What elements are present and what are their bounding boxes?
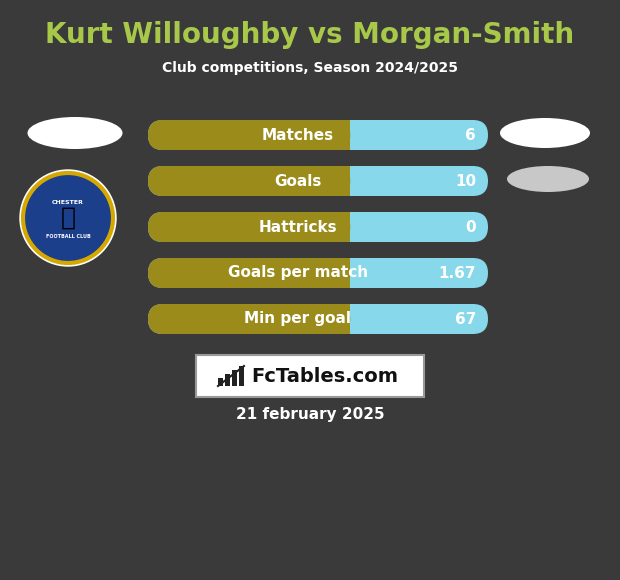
Bar (334, 304, 350, 334)
Text: 6: 6 (465, 128, 476, 143)
Ellipse shape (500, 118, 590, 148)
Bar (239, 366, 244, 386)
Ellipse shape (27, 117, 123, 149)
Bar (334, 258, 350, 288)
Circle shape (23, 173, 113, 263)
Text: 10: 10 (455, 173, 476, 188)
Text: Goals per match: Goals per match (228, 266, 368, 281)
FancyBboxPatch shape (148, 120, 350, 150)
Ellipse shape (507, 166, 589, 192)
Text: 1.67: 1.67 (438, 266, 476, 281)
Text: 0: 0 (466, 219, 476, 234)
FancyBboxPatch shape (148, 120, 488, 150)
Text: Kurt Willoughby vs Morgan-Smith: Kurt Willoughby vs Morgan-Smith (45, 21, 575, 49)
FancyBboxPatch shape (196, 355, 424, 397)
Text: FcTables.com: FcTables.com (252, 367, 399, 386)
Text: Min per goal: Min per goal (244, 311, 352, 327)
Text: Matches: Matches (262, 128, 334, 143)
FancyBboxPatch shape (148, 212, 350, 242)
FancyBboxPatch shape (148, 258, 488, 288)
Bar (334, 166, 350, 196)
Circle shape (20, 170, 116, 266)
FancyBboxPatch shape (148, 166, 350, 196)
FancyBboxPatch shape (148, 212, 488, 242)
Text: 67: 67 (454, 311, 476, 327)
Bar (334, 120, 350, 150)
Bar (334, 212, 350, 242)
Text: 21 february 2025: 21 february 2025 (236, 408, 384, 422)
Bar (218, 378, 223, 386)
FancyBboxPatch shape (148, 258, 350, 288)
Bar (225, 374, 230, 386)
Text: Goals: Goals (274, 173, 322, 188)
FancyBboxPatch shape (148, 304, 350, 334)
Text: Club competitions, Season 2024/2025: Club competitions, Season 2024/2025 (162, 61, 458, 75)
Text: Hattricks: Hattricks (259, 219, 337, 234)
Text: 🦁: 🦁 (61, 206, 76, 230)
Bar (232, 370, 237, 386)
FancyBboxPatch shape (148, 166, 488, 196)
Text: CHESTER: CHESTER (52, 200, 84, 205)
Text: FOOTBALL CLUB: FOOTBALL CLUB (46, 234, 91, 238)
FancyBboxPatch shape (148, 304, 488, 334)
